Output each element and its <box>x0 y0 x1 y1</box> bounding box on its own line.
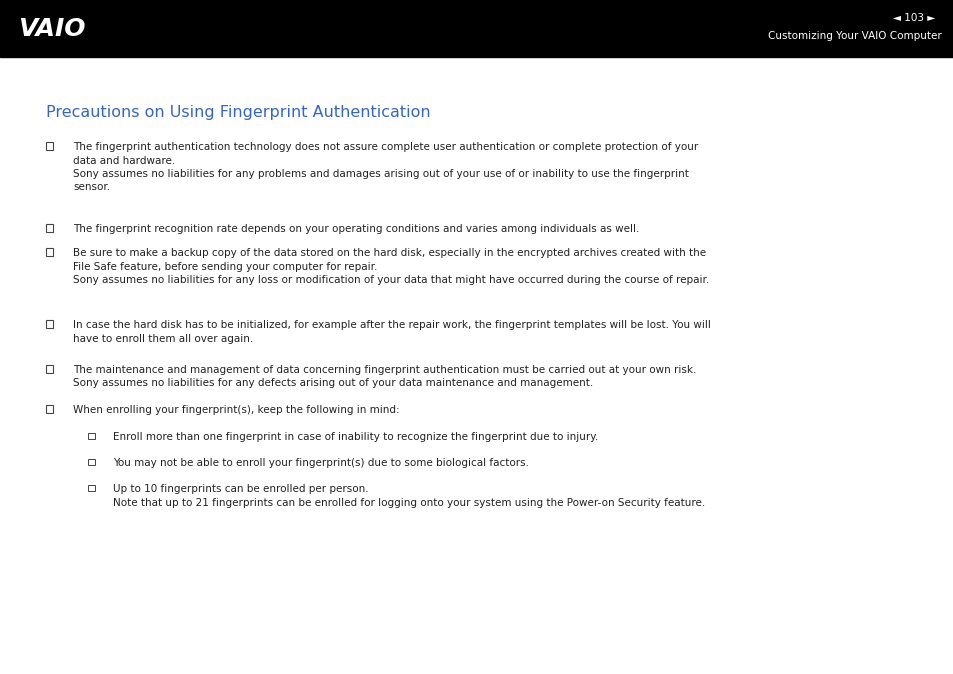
Bar <box>46 365 53 373</box>
Text: Note that up to 21 fingerprints can be enrolled for logging onto your system usi: Note that up to 21 fingerprints can be e… <box>112 497 704 508</box>
Bar <box>88 485 94 491</box>
Bar <box>46 248 53 255</box>
Bar <box>0 0 953 57</box>
Text: File Safe feature, before sending your computer for repair.: File Safe feature, before sending your c… <box>73 262 377 272</box>
Bar <box>46 405 53 412</box>
Text: Sony assumes no liabilities for any loss or modification of your data that might: Sony assumes no liabilities for any loss… <box>73 275 708 285</box>
Text: In case the hard disk has to be initialized, for example after the repair work, : In case the hard disk has to be initiali… <box>73 320 710 330</box>
Text: Sony assumes no liabilities for any defects arising out of your data maintenance: Sony assumes no liabilities for any defe… <box>73 379 593 388</box>
Text: ◄ 103 ►: ◄ 103 ► <box>892 13 934 23</box>
Text: Precautions on Using Fingerprint Authentication: Precautions on Using Fingerprint Authent… <box>46 105 430 120</box>
Text: have to enroll them all over again.: have to enroll them all over again. <box>73 334 253 344</box>
Text: The fingerprint authentication technology does not assure complete user authenti: The fingerprint authentication technolog… <box>73 142 698 152</box>
Text: Enroll more than one fingerprint in case of inability to recognize the fingerpri: Enroll more than one fingerprint in case… <box>112 432 598 442</box>
Bar <box>46 142 53 150</box>
Text: The fingerprint recognition rate depends on your operating conditions and varies: The fingerprint recognition rate depends… <box>73 224 639 234</box>
Bar <box>46 224 53 232</box>
Text: data and hardware.: data and hardware. <box>73 156 175 166</box>
Text: VAIO: VAIO <box>18 16 86 40</box>
Text: When enrolling your fingerprint(s), keep the following in mind:: When enrolling your fingerprint(s), keep… <box>73 405 399 415</box>
Text: You may not be able to enroll your fingerprint(s) due to some biological factors: You may not be able to enroll your finge… <box>112 458 529 468</box>
Bar <box>46 320 53 328</box>
Text: Be sure to make a backup copy of the data stored on the hard disk, especially in: Be sure to make a backup copy of the dat… <box>73 248 705 258</box>
Text: sensor.: sensor. <box>73 183 110 193</box>
Text: Sony assumes no liabilities for any problems and damages arising out of your use: Sony assumes no liabilities for any prob… <box>73 169 688 179</box>
Bar <box>88 459 94 465</box>
Text: Up to 10 fingerprints can be enrolled per person.: Up to 10 fingerprints can be enrolled pe… <box>112 484 368 494</box>
Text: Customizing Your VAIO Computer: Customizing Your VAIO Computer <box>767 31 941 41</box>
Text: The maintenance and management of data concerning fingerprint authentication mus: The maintenance and management of data c… <box>73 365 696 375</box>
Bar <box>88 433 94 439</box>
